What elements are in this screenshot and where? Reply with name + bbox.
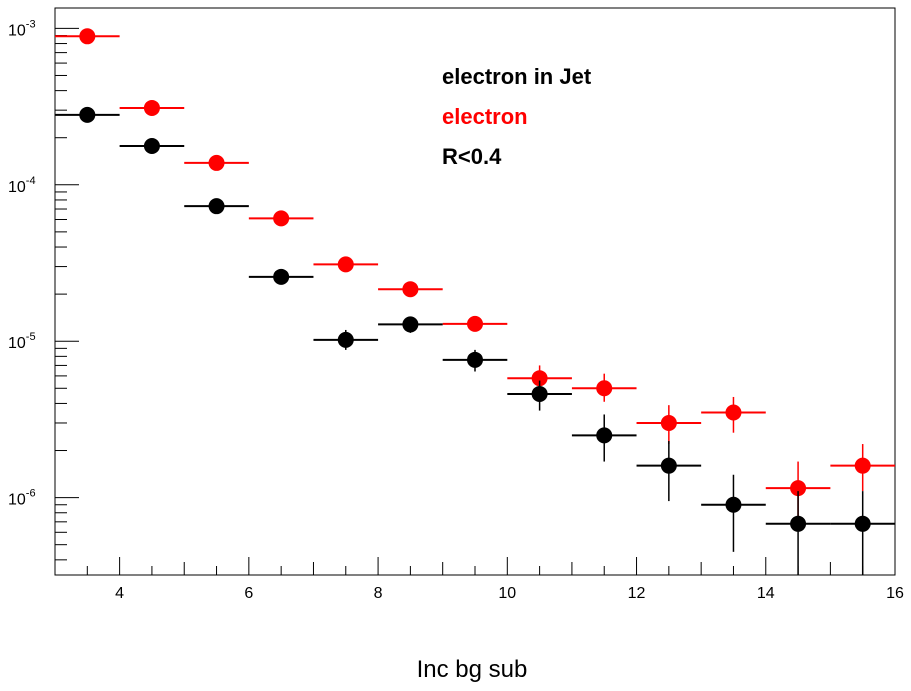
data-point [660,414,677,431]
data-point [273,268,290,285]
series-0 [55,28,895,522]
x-axis-ticks: 4 6 8 10 12 14 16 [54,557,904,602]
data-point [143,99,160,116]
data-point [273,210,290,227]
legend-entry: electron [442,104,528,129]
y-tick-label: 10-6 [8,488,36,509]
y-axis-ticks: 10-3 10-4 10-5 10-6 [8,18,79,561]
data-point [596,380,613,397]
data-point [143,138,160,155]
x-tick-label: 8 [374,585,383,602]
data-point [725,496,742,513]
data-point [790,515,807,532]
legend-entry: electron in Jet [442,64,592,89]
x-tick-label: 14 [757,585,775,602]
y-tick-label: 10-5 [8,331,36,352]
x-tick-label: 6 [244,585,253,602]
data-point [208,154,225,171]
series [55,28,895,575]
data-point [596,427,613,444]
data-point [854,515,871,532]
data-point [208,198,225,215]
data-point [467,351,483,368]
data-point [725,404,742,421]
data-point [337,256,354,273]
x-axis-label: Inc bg sub [417,656,528,683]
data-point [79,106,96,123]
legend: electron in Jet electron R<0.4 [442,64,592,169]
plot-frame [54,7,896,576]
data-point [467,315,483,332]
data-point [531,385,548,402]
data-point [854,457,871,474]
x-tick-label: 12 [628,585,646,602]
y-tick-label: 10-3 [8,18,36,39]
data-point [660,457,677,474]
data-point [402,316,419,333]
data-point [402,281,419,298]
legend-entry: R<0.4 [442,144,502,169]
series-1 [55,106,895,575]
x-tick-label: 4 [115,585,124,602]
x-tick-label: 16 [886,585,904,602]
data-point [337,331,354,348]
data-point [790,480,807,497]
data-point [79,28,96,45]
data-point [531,370,548,387]
y-tick-label: 10-4 [8,175,36,196]
axes [54,7,896,576]
x-tick-label: 10 [498,585,516,602]
